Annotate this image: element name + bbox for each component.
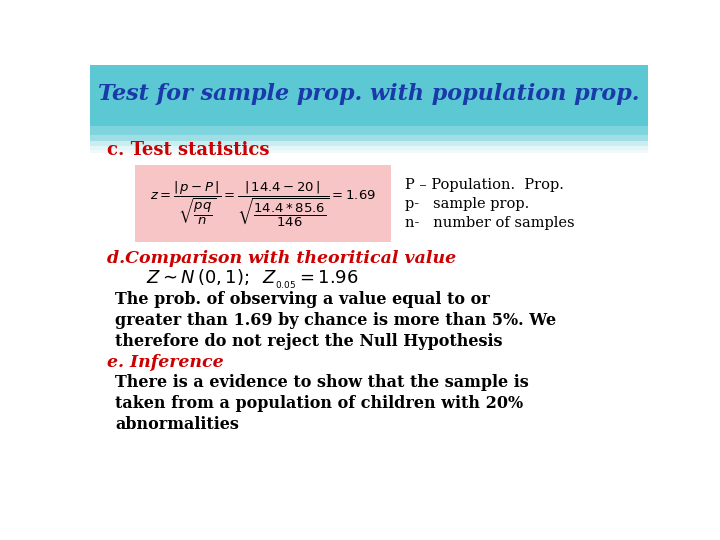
Bar <box>90 126 648 134</box>
Text: therefore do not reject the Null Hypothesis: therefore do not reject the Null Hypothe… <box>115 333 503 350</box>
Text: Test for sample prop. with population prop.: Test for sample prop. with population pr… <box>98 83 640 105</box>
Text: p-   sample prop.: p- sample prop. <box>405 197 529 211</box>
Text: c. Test statistics: c. Test statistics <box>107 141 269 159</box>
Bar <box>90 150 648 153</box>
Bar <box>90 65 648 126</box>
Bar <box>90 146 648 150</box>
Bar <box>90 134 648 141</box>
Text: d.Comparison with theoritical value: d.Comparison with theoritical value <box>107 249 456 267</box>
Text: n-   number of samples: n- number of samples <box>405 216 575 230</box>
Text: abnormalities: abnormalities <box>115 416 239 433</box>
Text: greater than 1.69 by chance is more than 5%. We: greater than 1.69 by chance is more than… <box>115 312 557 329</box>
Text: The prob. of observing a value equal to or: The prob. of observing a value equal to … <box>115 291 490 308</box>
Text: e. Inference: e. Inference <box>107 354 223 370</box>
Bar <box>90 141 648 146</box>
Bar <box>90 153 648 481</box>
Text: $z = \dfrac{|\,p - P\,|}{\sqrt{\dfrac{pq}{n}}} = \dfrac{|\,14.4 - 20\,|}{\sqrt{\: $z = \dfrac{|\,p - P\,|}{\sqrt{\dfrac{pq… <box>150 179 376 229</box>
Text: taken from a population of children with 20%: taken from a population of children with… <box>115 395 523 412</box>
Bar <box>135 165 392 241</box>
Text: $Z \sim N\,(0,1);\;\;Z_{_{0.05}} = 1.96$: $Z \sim N\,(0,1);\;\;Z_{_{0.05}} = 1.96$ <box>145 268 359 291</box>
Text: There is a evidence to show that the sample is: There is a evidence to show that the sam… <box>115 374 529 392</box>
Text: P – Population.  Prop.: P – Population. Prop. <box>405 178 564 192</box>
